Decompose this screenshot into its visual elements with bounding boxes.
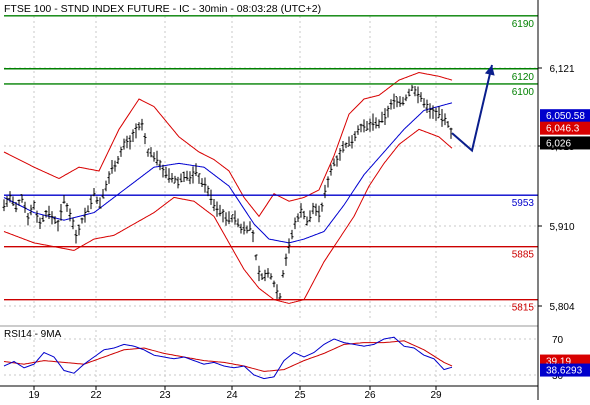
rsi-tag-label-0: 39.19 (546, 357, 571, 368)
level-label-6190: 6190 (512, 19, 535, 30)
price-tag-bg-0 (540, 109, 590, 123)
x-tick-label-24: 24 (226, 390, 238, 400)
x-tick-label-23: 23 (159, 390, 171, 400)
x-tick-label-25: 25 (294, 390, 306, 400)
bollinger-lower-line (3, 128, 453, 304)
level-label-5885: 5885 (512, 250, 535, 261)
price-tag-label-1: 6,046.3 (546, 124, 580, 135)
bollinger-bands (3, 71, 453, 304)
rsi-panel (0, 325, 538, 380)
price-tag-bg-2 (540, 136, 590, 150)
level-label-6120: 6120 (512, 72, 535, 83)
rsi-title: RSI14 - 9MA (4, 329, 62, 340)
rsi-tick-label-70: 70 (552, 335, 564, 346)
price-tag-label-0: 6,050.58 (546, 111, 585, 122)
x-tick-label-22: 22 (90, 390, 102, 400)
price-levels: 6190 6120 6100 5953 5885 5815 (4, 15, 538, 314)
price-series (2, 84, 453, 300)
y-tick-label-5,804: 5,804 (549, 302, 574, 313)
rsi-tag-bg-1 (540, 363, 590, 377)
level-label-6100: 6100 (512, 87, 535, 98)
price-tag-label-2: 6,026 (546, 138, 571, 149)
level-label-5953: 5953 (512, 198, 535, 209)
forecast-arrow (451, 64, 495, 153)
level-label-5815: 5815 (512, 303, 535, 314)
x-tick-label-26: 26 (364, 390, 376, 400)
bollinger-upper-line (3, 71, 453, 218)
rsi-line (3, 336, 453, 380)
y-tick-label-5,910: 5,910 (549, 222, 574, 233)
forecast-arrow-head (484, 64, 495, 76)
x-tick-label-29: 29 (430, 390, 442, 400)
forecast-arrow-path (451, 64, 493, 153)
chart-title: FTSE 100 - STND INDEX FUTURE - IC - 30mi… (4, 3, 321, 15)
moving-average-line (3, 102, 453, 244)
x-tick-label-19: 19 (28, 390, 40, 400)
price-tag-bg-1 (540, 121, 590, 135)
y-tick-label-6,121: 6,121 (549, 64, 574, 75)
rsi-tag-label-1: 38.6293 (546, 366, 583, 377)
